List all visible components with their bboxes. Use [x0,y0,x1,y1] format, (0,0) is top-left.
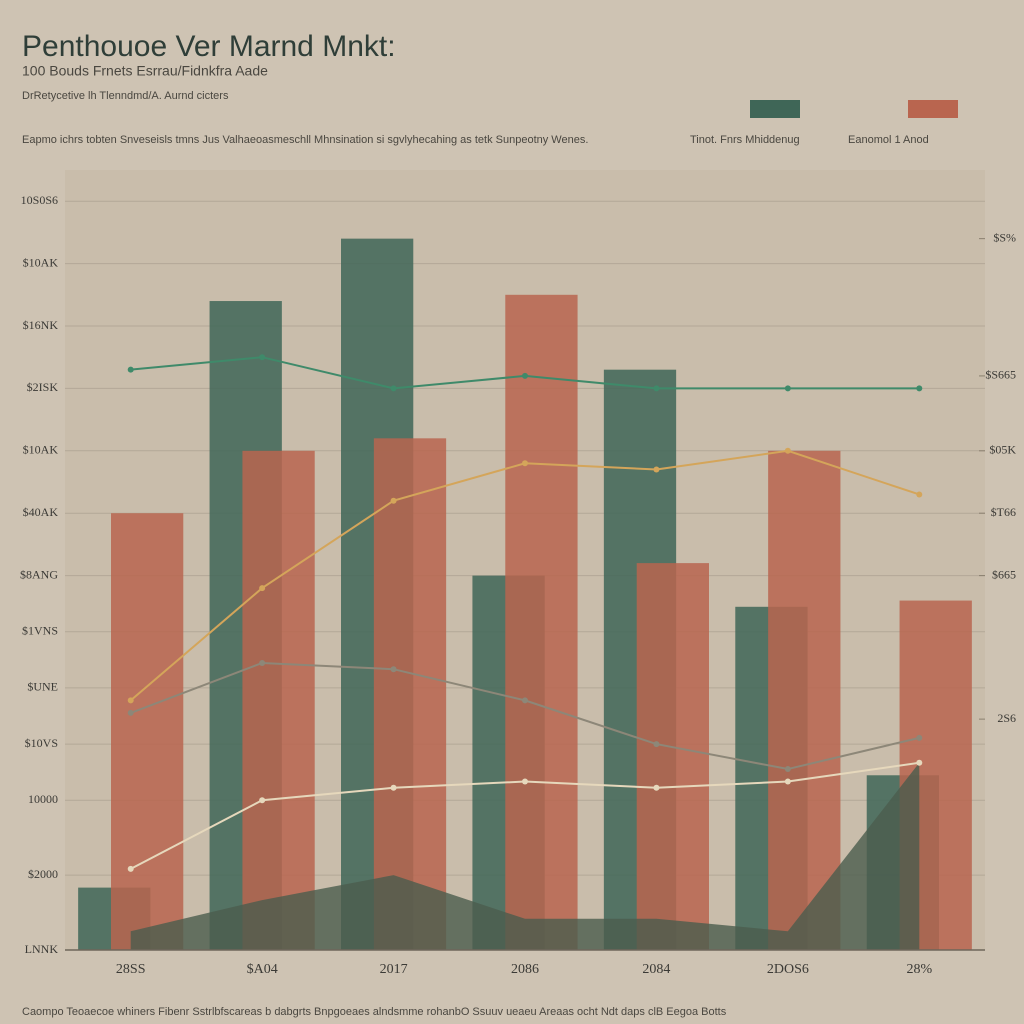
bar [242,450,315,950]
point [522,697,528,704]
subtitle-2: DrRetycetive lh Tlenndmd/A. Aurnd cicter… [22,90,229,102]
legend: Tinot. Fnrs Mhiddenug Eanomol 1 Anod [690,100,958,146]
subtitle: 100 Bouds Frnets Esrrau/Fidnkfra Aade [22,63,268,79]
point [653,466,660,473]
point [127,697,134,704]
point [916,734,923,741]
point [522,460,528,467]
x-tick-label: $A04 [247,962,278,977]
point [784,766,791,773]
y-tick-label: $UNE [27,680,58,694]
x-tick-label: 28SS [116,962,146,977]
point [916,759,923,766]
point [390,784,397,791]
point [916,491,923,498]
point [259,659,266,666]
x-tick-label: 2DOS6 [767,962,809,977]
y-tick-label: $10VS [25,736,58,750]
point [127,709,134,716]
bar [768,450,841,950]
chart-title: Penthouoe Ver Marnd Mnkt: [22,30,396,63]
y-tick-label: $10AK [23,255,59,269]
legend-swatch [750,100,800,118]
bar [636,563,709,950]
point [259,354,266,361]
y-tick-label: LNNK [25,942,59,956]
y-tick-label: $2ISK [27,380,59,394]
y2-tick-label: $T66 [991,505,1016,519]
legend-label: Eanomol 1 Anod [848,134,929,146]
y2-tick-label: $S% [993,230,1016,244]
point [259,585,266,592]
footer: Caompo Teoaecoe whiners Fibenr Sstrlbfsc… [22,1006,727,1018]
point [653,741,660,748]
y2-tick-label: 2S6 [997,711,1016,725]
note: Eapmo ichrs tobten Snveseisls tmns Jus V… [22,134,588,146]
bar [111,513,184,950]
y-tick-label: 10S0S6 [21,193,58,207]
point [784,385,791,392]
x-tick-label: 2084 [642,962,670,977]
y-tick-label: $8ANG [20,567,58,581]
point [653,385,660,392]
point [127,366,134,373]
point [390,666,397,673]
area [130,762,920,950]
y2-tick-label: $S665 [985,368,1016,382]
y-tick-label: $40AK [23,505,59,519]
bar [505,294,578,950]
point [522,778,528,785]
y2-tick-label: $05K [989,443,1016,457]
x-tick-label: 2086 [511,962,539,977]
point [916,385,923,392]
y2-tick-label: $665 [992,567,1016,581]
y-tick-label: $10AK [23,443,59,457]
legend-swatch [908,100,958,118]
point [522,372,528,379]
point [653,784,660,791]
legend-label: Tinot. Fnrs Mhiddenug [690,134,800,146]
point [390,497,397,504]
y-tick-label: 10000 [28,792,58,806]
point [784,778,791,785]
y-tick-label: $16NK [23,318,59,332]
point [127,865,134,872]
point [784,447,791,454]
bar [373,438,447,950]
x-tick-label: 2017 [380,962,408,977]
point [259,797,266,804]
x-tick-label: 28% [906,962,932,977]
y-tick-label: $1VNS [22,624,58,638]
y-tick-label: $2000 [28,867,58,881]
point [390,385,397,392]
